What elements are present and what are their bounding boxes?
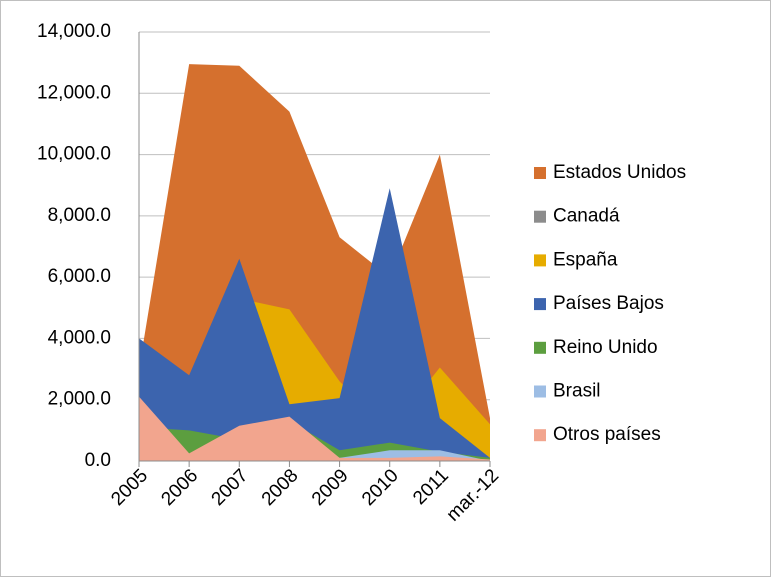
legend-label: Reino Unido — [553, 337, 658, 358]
legend-label: España — [553, 249, 618, 270]
y-tick-label: 6,000.0 — [48, 266, 111, 287]
legend-label: Canadá — [553, 206, 620, 227]
y-tick-label: 0.0 — [85, 450, 111, 471]
legend-swatch — [534, 254, 546, 267]
area — [139, 188, 490, 461]
y-tick-label: 12,000.0 — [37, 82, 111, 103]
legend-swatch — [534, 429, 546, 442]
y-tick-label: 4,000.0 — [48, 327, 111, 348]
legend-label: Países Bajos — [553, 293, 664, 314]
legend-label: Brasil — [553, 381, 601, 402]
area — [139, 396, 490, 461]
legend-swatch — [534, 341, 546, 354]
legend-label: Otros países — [553, 424, 661, 445]
y-tick-label: 8,000.0 — [48, 205, 111, 226]
y-tick-label: 14,000.0 — [37, 21, 111, 42]
legend-label: Estados Unidos — [553, 162, 686, 183]
legend-swatch — [534, 167, 546, 179]
y-tick-label: 2,000.0 — [48, 389, 111, 410]
legend-swatch — [534, 385, 546, 398]
y-tick-label: 10,000.0 — [37, 144, 111, 165]
legend-swatch — [534, 298, 546, 311]
legend-swatch — [534, 210, 546, 223]
